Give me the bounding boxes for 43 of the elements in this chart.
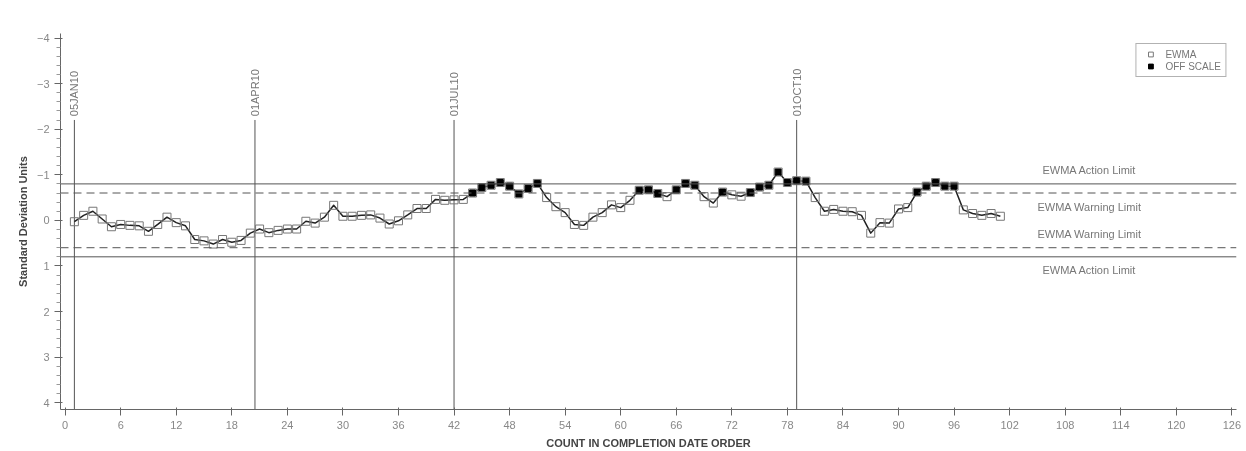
x-tick-label: 54 bbox=[559, 418, 572, 431]
x-tick-label: 126 bbox=[1222, 418, 1242, 431]
y-tick-label: −1 bbox=[36, 168, 50, 181]
legend-label: EWMA bbox=[1165, 48, 1197, 60]
x-tick-label: 42 bbox=[447, 418, 461, 431]
x-tick-label: 24 bbox=[281, 418, 294, 431]
x-tick-label: 72 bbox=[725, 418, 738, 431]
ref-line-label: EWMA Warning Limit bbox=[1037, 228, 1141, 241]
ref-line-label: 01APR10 bbox=[248, 69, 261, 117]
y-tick-label: −4 bbox=[36, 32, 50, 45]
ref-line-label: 01JUL10 bbox=[448, 72, 461, 117]
x-tick-label: 120 bbox=[1167, 418, 1186, 431]
x-tick-label: 36 bbox=[392, 418, 405, 431]
legend-label: OFF SCALE bbox=[1165, 60, 1221, 72]
y-tick-label: 3 bbox=[43, 351, 50, 364]
y-tick-label: 1 bbox=[43, 259, 50, 272]
ref-line-label: 01OCT10 bbox=[790, 68, 803, 117]
x-tick-label: 30 bbox=[336, 418, 350, 431]
x-tick-label: 96 bbox=[947, 418, 961, 431]
ref-line-label: EWMA Warning Limit bbox=[1037, 200, 1141, 213]
x-tick-label: 108 bbox=[1056, 418, 1075, 431]
x-tick-label: 90 bbox=[892, 418, 905, 431]
x-tick-label: 102 bbox=[1000, 418, 1019, 431]
y-tick-label: 0 bbox=[43, 214, 50, 227]
y-tick-label: −3 bbox=[36, 77, 50, 90]
y-tick-label: −2 bbox=[36, 123, 50, 136]
x-tick-label: 60 bbox=[614, 418, 627, 431]
x-tick-label: 84 bbox=[836, 418, 850, 431]
x-tick-label: 48 bbox=[503, 418, 516, 431]
y-tick-label: 2 bbox=[43, 305, 50, 318]
x-axis-title: COUNT IN COMPLETION DATE ORDER bbox=[546, 436, 751, 449]
y-tick-label: 4 bbox=[43, 396, 50, 409]
x-tick-label: 114 bbox=[1111, 418, 1130, 431]
x-tick-label: 18 bbox=[225, 418, 238, 431]
x-tick-label: 12 bbox=[170, 418, 183, 431]
x-tick-label: 0 bbox=[62, 418, 69, 431]
ref-line-label: 05JAN10 bbox=[68, 70, 81, 117]
x-tick-label: 78 bbox=[781, 418, 794, 431]
x-tick-label: 6 bbox=[117, 418, 124, 431]
ref-line-label: EWMA Action Limit bbox=[1042, 164, 1136, 177]
ref-line-label: EWMA Action Limit bbox=[1042, 264, 1136, 277]
x-tick-label: 66 bbox=[670, 418, 683, 431]
y-axis-title: Standard Deviation Units bbox=[16, 156, 29, 287]
